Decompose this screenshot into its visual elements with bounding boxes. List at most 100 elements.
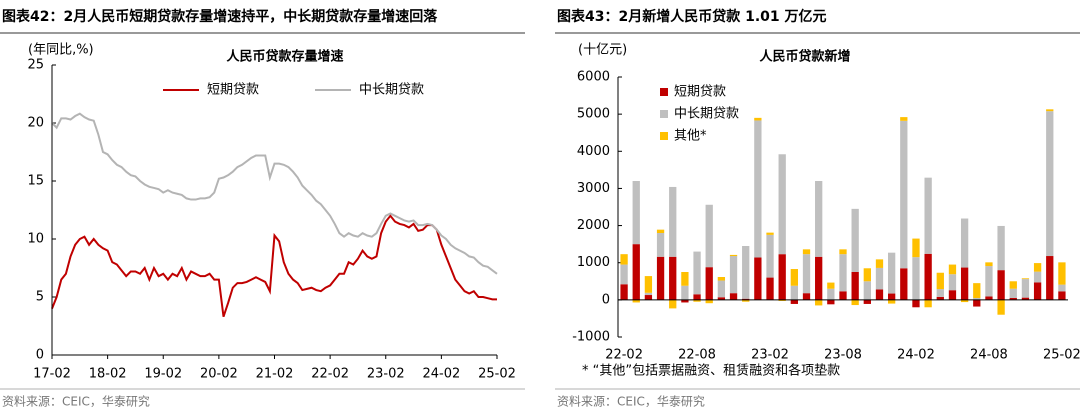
bar [766,234,774,278]
y-tick-label: -1000 [572,330,610,345]
bar [693,294,701,300]
bar [815,181,823,257]
bar [620,284,628,300]
bar [948,290,957,300]
bar [997,299,1005,315]
bar [1009,288,1017,298]
bar [705,204,713,268]
x-tick-label: 23-02 [751,348,789,363]
bar [669,299,677,309]
bar [985,296,993,300]
bar [1021,297,1030,300]
bar [632,244,640,300]
x-tick-label: 24-02 [422,367,460,382]
bar [656,256,665,300]
y-tick-label: 0 [602,292,610,307]
legend-swatch [660,110,668,118]
bar [875,289,884,300]
bar [815,299,823,306]
bar [1033,282,1042,300]
bar [1058,284,1066,292]
bar [778,299,786,301]
bar [644,295,653,300]
x-tick-label: 24-02 [897,348,935,363]
bar [936,272,944,290]
bar [717,277,726,281]
chart-title: 人民币贷款存量增速 [226,49,343,65]
x-tick-label: 22-02 [605,348,643,363]
legend-label: 其他* [674,129,707,144]
bar [729,293,738,300]
bar [693,251,701,295]
legend-label: 中长期贷款 [359,83,424,98]
y-tick-label: 3000 [577,181,610,196]
bar [656,229,665,233]
bar [620,254,628,265]
bar [888,293,896,300]
bar [802,254,811,294]
bar [900,117,908,121]
bar [754,120,762,258]
bar [705,299,713,304]
bar [973,283,981,298]
bar [1058,262,1066,285]
bar [644,292,653,296]
x-tick-label: 17-02 [33,367,71,382]
source: 资料来源：CEIC，华泰研究 [557,394,705,409]
bar [875,259,884,268]
bar [827,288,835,300]
bar [1046,256,1054,300]
legend-swatch [660,132,668,140]
bar [778,254,786,300]
bar [997,225,1005,271]
bar [681,285,689,300]
bar [681,299,689,303]
bar [669,186,677,257]
bar [863,268,871,282]
bar [754,117,762,121]
bar [1046,109,1054,112]
bar [948,274,957,291]
bar [632,181,640,245]
x-tick-label: 22-08 [678,348,716,363]
bar [1033,263,1042,272]
bar [827,299,835,305]
bar [802,293,811,300]
bar [729,256,738,294]
bar [620,264,628,285]
x-tick-label: 25-02 [1043,348,1080,363]
bar [1009,281,1017,289]
x-tick-label: 25-02 [478,367,516,382]
y-tick-label: 15 [27,174,44,189]
bar [827,282,835,289]
y-tick-label: 5 [36,290,44,305]
source: 资料来源：CEIC，华泰研究 [2,394,150,409]
y-tick-label: 10 [27,232,44,247]
bar [948,264,957,275]
bar [681,272,689,286]
bar [644,276,653,293]
legend-swatch [660,88,668,96]
bar [839,291,847,300]
bar [985,266,993,297]
bar [1021,278,1030,280]
figure-title: 图表42：2月人民币短期贷款存量增速持平，中长期贷款存量增速回落 [2,8,438,25]
x-tick-label: 21-02 [256,367,294,382]
bar [960,267,969,300]
bar [790,269,798,286]
bar [632,299,640,303]
bar [717,297,726,300]
x-tick-label: 22-02 [311,367,349,382]
bar [912,257,920,300]
chart-title: 人民币贷款新增 [759,49,850,65]
bar [766,232,774,235]
y-tick-label: 2000 [577,218,610,233]
bar [997,270,1005,300]
bar [924,299,932,308]
bar [742,299,750,302]
legend-label: 短期贷款 [674,85,726,100]
bar [863,281,871,300]
bar [851,299,859,306]
bar [839,254,847,292]
line-series [51,214,497,318]
